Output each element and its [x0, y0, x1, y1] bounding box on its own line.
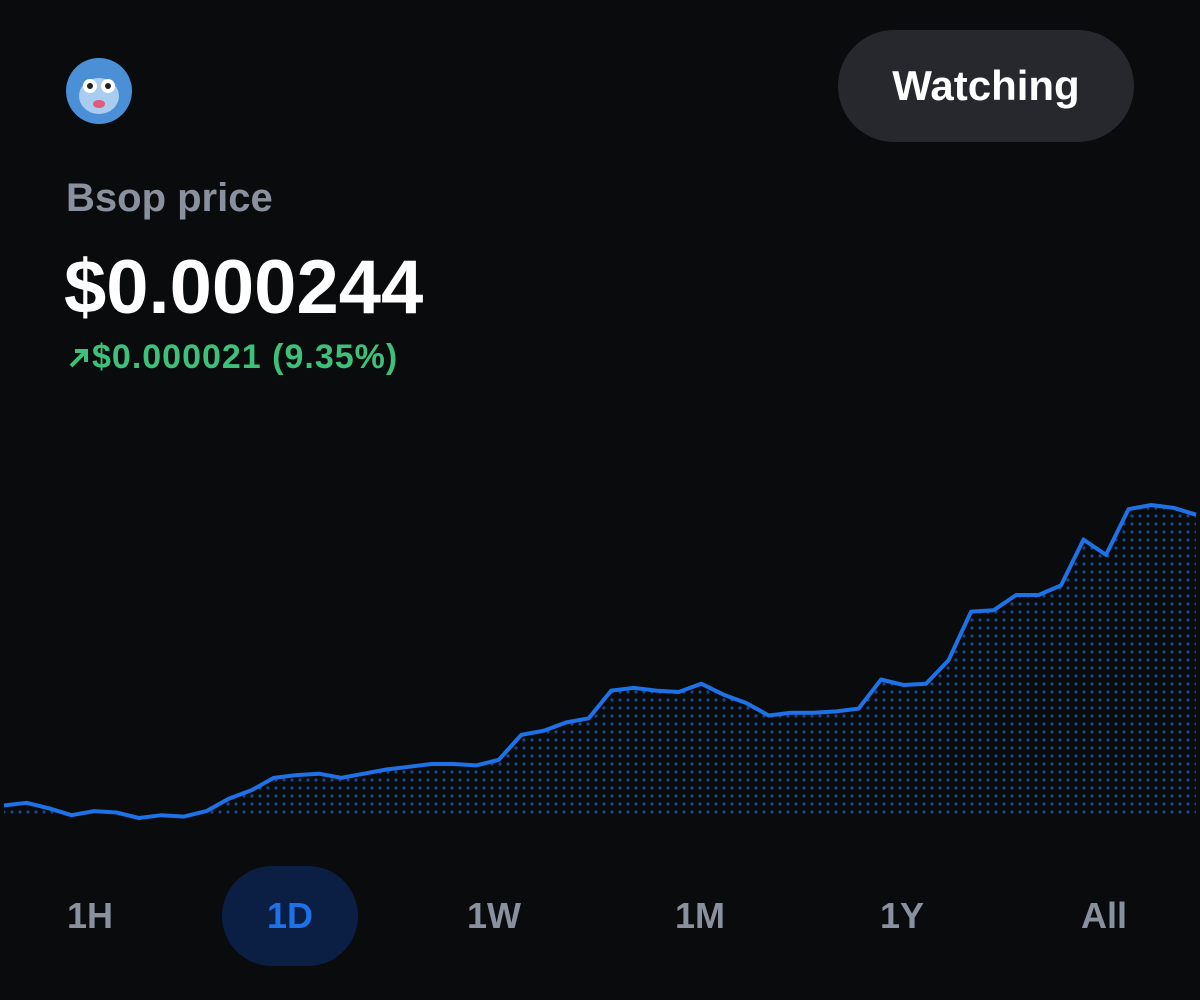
- watching-button[interactable]: Watching: [838, 30, 1134, 142]
- price-change: $0.000021 (9.35%): [66, 338, 398, 377]
- up-arrow: [69, 348, 88, 367]
- range-tab[interactable]: 1W: [467, 895, 521, 936]
- price-line: [3, 503, 1197, 820]
- area-fill: [4, 505, 1196, 818]
- asset-price: $0.000244: [64, 245, 424, 330]
- range-tab[interactable]: 1D: [222, 866, 358, 966]
- range-tab[interactable]: 1M: [674, 895, 725, 936]
- range-tab[interactable]: All: [1080, 895, 1127, 936]
- price-chart: [3, 503, 1197, 820]
- change-text: $0.000021 (9.35%): [92, 338, 399, 376]
- asset-icon: [66, 58, 132, 124]
- range-selector: 1H 1D 1W 1M 1Y All: [0, 866, 1200, 966]
- range-tab[interactable]: 1H: [66, 895, 114, 936]
- range-tab[interactable]: 1Y: [879, 895, 925, 936]
- asset-label: Bsop price: [66, 176, 273, 220]
